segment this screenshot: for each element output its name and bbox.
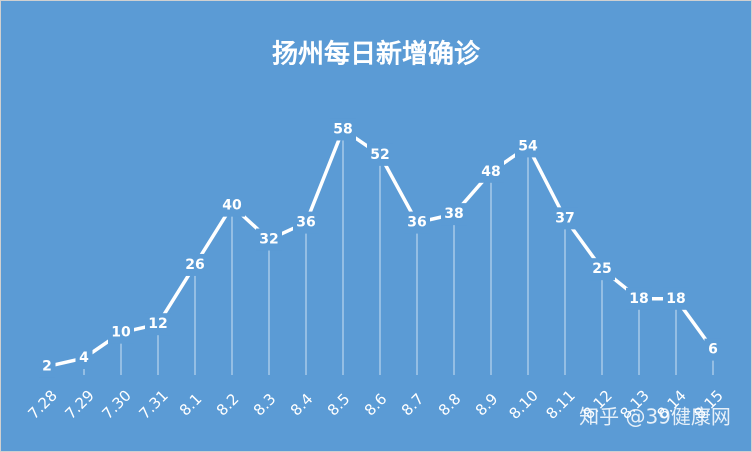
data-label: 38: [444, 206, 463, 222]
label-backdrop: [663, 287, 689, 310]
label-backdrop: [441, 203, 467, 226]
chart-title: 扬州每日新增确诊: [272, 39, 481, 70]
data-label: 48: [481, 164, 500, 180]
data-label: 25: [592, 261, 611, 277]
data-label: 10: [111, 325, 131, 341]
label-backdrop: [182, 253, 208, 276]
label-backdrop: [75, 347, 93, 370]
data-label: 52: [370, 147, 389, 163]
label-backdrop: [404, 211, 430, 234]
data-label: 54: [518, 138, 538, 154]
label-backdrop: [626, 287, 652, 310]
data-label: 32: [259, 232, 278, 248]
data-label: 36: [296, 215, 315, 231]
data-label: 12: [148, 316, 167, 332]
data-label: 6: [708, 342, 718, 358]
data-label: 2: [42, 359, 52, 375]
data-label: 4: [79, 350, 89, 366]
watermark: 知乎 @39健康网: [579, 405, 731, 429]
label-backdrop: [145, 313, 171, 336]
data-label: 36: [407, 215, 426, 231]
label-backdrop: [478, 160, 504, 183]
label-backdrop: [256, 228, 282, 251]
label-backdrop: [330, 118, 356, 141]
data-label: 40: [222, 198, 242, 214]
label-backdrop: [704, 338, 722, 361]
label-backdrop: [293, 211, 319, 234]
data-label: 18: [629, 291, 648, 307]
label-backdrop: [38, 355, 56, 378]
label-backdrop: [108, 321, 134, 344]
label-backdrop: [589, 258, 615, 281]
data-label: 26: [185, 257, 204, 273]
label-backdrop: [552, 207, 578, 230]
label-backdrop: [367, 143, 393, 166]
label-backdrop: [219, 194, 245, 217]
label-backdrop: [515, 135, 541, 158]
data-label: 18: [666, 291, 685, 307]
data-label: 37: [555, 210, 574, 226]
data-label: 58: [333, 121, 352, 137]
